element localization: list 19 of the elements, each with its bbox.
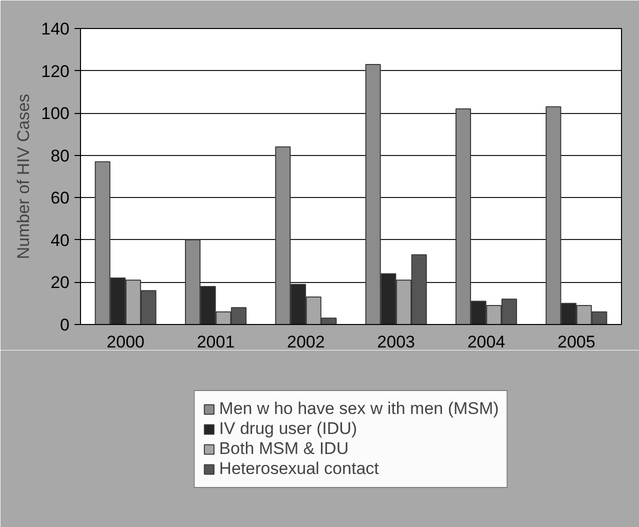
x-tick-label: 2003: [377, 332, 415, 352]
y-tick-label: 140: [41, 20, 70, 38]
y-tick-label: 120: [41, 62, 70, 81]
x-tick-label: 2004: [467, 332, 506, 352]
y-tick-label: 60: [50, 188, 70, 208]
x-tick-label: 2001: [196, 332, 235, 352]
y-axis-title: Number of HIV Cases: [14, 94, 34, 260]
y-tick-label: 20: [50, 273, 70, 292]
y-tick-label: 100: [41, 104, 70, 124]
x-tick-label: 2002: [287, 332, 325, 352]
legend-label: Men w ho have sex w ith men (MSM): [219, 398, 499, 418]
legend-label: Heterosexual contact: [219, 458, 379, 478]
x-tick-label: 2005: [558, 332, 596, 352]
legend-label: Both MSM & IDU: [219, 438, 349, 458]
y-tick-label: 0: [60, 316, 70, 334]
y-tick-label: 80: [50, 146, 70, 166]
y-tick-label: 40: [50, 230, 70, 250]
x-tick-label: 2000: [106, 332, 144, 352]
legend-label: IV drug user (IDU): [219, 418, 358, 438]
